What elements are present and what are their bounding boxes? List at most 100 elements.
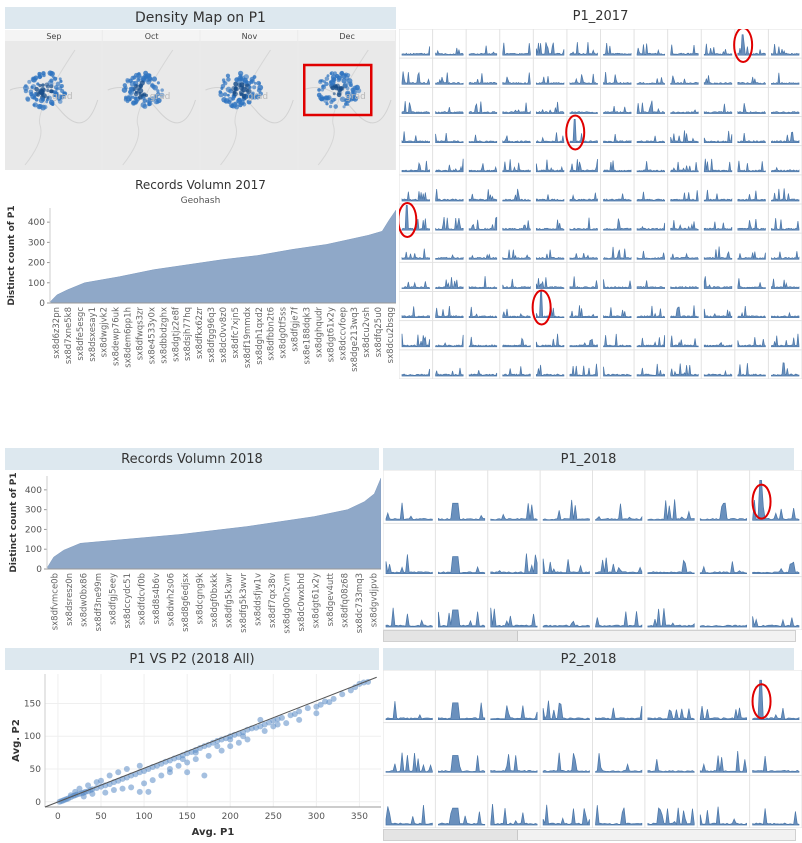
density-point [332, 92, 336, 96]
density-point [334, 86, 339, 91]
p1-2017-sparkline [468, 253, 498, 260]
p1-2018-sparkline [595, 611, 643, 628]
density-point [36, 103, 42, 110]
density-point [321, 84, 327, 90]
p1-2017-sparkline [603, 333, 632, 348]
p1-2018-sparkline [752, 479, 800, 521]
p1-2017-sparkline [401, 160, 430, 173]
p1-2017-sparkline [737, 337, 766, 348]
records-2017-xtick-label: sx8dwgjvk2 [100, 307, 110, 357]
density-point [320, 79, 324, 82]
records-2018-area [46, 477, 381, 570]
density-point [146, 99, 150, 103]
records-2017-xtick-label: sx8dfgje7f [291, 306, 301, 352]
density-point [58, 77, 62, 81]
p2-2018-grid [383, 670, 802, 828]
density-map-title: Density Map on P1 [5, 7, 396, 29]
scatter-point [278, 714, 285, 721]
records-2017-xtick-label: sx8dcu2vsh [362, 307, 372, 358]
density-point [337, 90, 342, 96]
p1-2017-sparkline [535, 277, 565, 289]
p2-2018-sparkline [699, 806, 747, 826]
p1-2017-sparkline [502, 159, 531, 173]
p1-2017-sparkline [569, 217, 598, 231]
records-2018-xtick-label: sx8dgev4utt [326, 572, 336, 626]
scatter-point [136, 788, 143, 795]
map-header [298, 30, 395, 41]
p2-2018-scrollbar[interactable] [383, 829, 796, 841]
scatter-point [192, 756, 199, 763]
records-2018-chart: 0 100 200 300 400 Distinct count of P1 sx8dfvm… [9, 472, 381, 634]
records-2018-ytick-label: 400 [25, 486, 42, 496]
p1-2017-sparkline [636, 363, 666, 377]
p1-2017-sparkline [771, 362, 800, 377]
records-2017-xtick-label: sx8dem6pp1h [124, 307, 134, 368]
p1-2018-sparkline [647, 559, 695, 575]
density-point [242, 77, 248, 83]
density-point [46, 88, 50, 93]
p1-2018-sparkline [699, 624, 747, 628]
scatter-xtick-label: 350 [351, 812, 368, 822]
p1-2018-sparkline [595, 557, 643, 575]
density-point [149, 99, 153, 103]
scatter-point [136, 762, 143, 769]
density-point [253, 81, 257, 85]
density-point [156, 91, 161, 97]
p1-2018-sparkline [752, 616, 800, 628]
scatter-point [227, 743, 234, 750]
highlight-box [303, 63, 373, 117]
scatter-ylabel: Avg. P2 [11, 719, 22, 762]
map-label: grad [248, 92, 269, 102]
p2-2018-sparkline [385, 752, 433, 773]
p2-2018-scroll-thumb[interactable] [384, 830, 518, 840]
density-point [140, 102, 147, 108]
p1-2017-sparkline [703, 246, 733, 260]
records-2018-xtick-label: sx8d8g6edjsx [181, 573, 191, 632]
density-point [128, 86, 134, 92]
records-2017-xtick-label: sx8dgtjz2e8f [171, 306, 181, 362]
density-point [343, 73, 347, 77]
scatter-ytick-label: 150 [24, 699, 41, 709]
p1-2017-sparkline [603, 106, 632, 114]
p1-2017-sparkline [468, 370, 498, 377]
p1-2017-sparkline [737, 133, 766, 144]
p1-2017-sparkline [435, 216, 464, 231]
records-2017-xtick-label: sx8dewp76uk [112, 307, 122, 366]
scatter-point [326, 699, 333, 706]
p1-2017-sparkline [636, 335, 666, 348]
p1-2017-sparkline [670, 335, 699, 348]
density-point [324, 81, 329, 87]
density-point [232, 91, 238, 97]
records-2017-xtick-label: sx8dfkx62zr [195, 306, 205, 358]
scatter-xtick-label: 50 [95, 812, 107, 822]
density-point [220, 86, 224, 90]
p1-2017-sparkline [737, 251, 766, 260]
scatter-point [149, 777, 156, 784]
p2-2018-sparkline [385, 805, 433, 826]
p1-2017-sparkline [502, 220, 531, 231]
density-point [134, 90, 138, 94]
records-2017-ytick-label: 300 [28, 238, 45, 248]
p1-2018-scrollbar[interactable] [383, 630, 796, 642]
p1-2017-sparkline [670, 286, 699, 289]
density-point [249, 76, 255, 82]
records-2018-xtick-label: sx8dgf0bxkk [210, 573, 220, 627]
density-point [333, 104, 338, 109]
records-2018-ytick-label: 300 [25, 506, 42, 516]
scatter-xtick-label: 300 [308, 812, 325, 822]
density-point [239, 82, 245, 88]
records-2017-xtick-label: sx8dfe5esgc [76, 307, 86, 361]
density-point [128, 89, 134, 96]
p1-2018-scroll-thumb[interactable] [384, 631, 518, 641]
p1-2018-sparkline [647, 608, 695, 628]
p1-2017-sparkline [401, 306, 430, 319]
p1-2017-sparkline [535, 101, 565, 114]
map-header [102, 30, 200, 41]
p1-2017-sparkline [401, 71, 430, 85]
p1-2017-sparkline [603, 193, 632, 202]
density-map-svg: Sep grad Oct grad Nov grad Dec grad [5, 30, 395, 170]
records-2018-xtick-label: sx8dw0bx86 [79, 573, 89, 627]
p1-2017-sparkline [636, 100, 666, 114]
density-point [49, 78, 54, 83]
p1-2017-sparkline [703, 189, 733, 202]
